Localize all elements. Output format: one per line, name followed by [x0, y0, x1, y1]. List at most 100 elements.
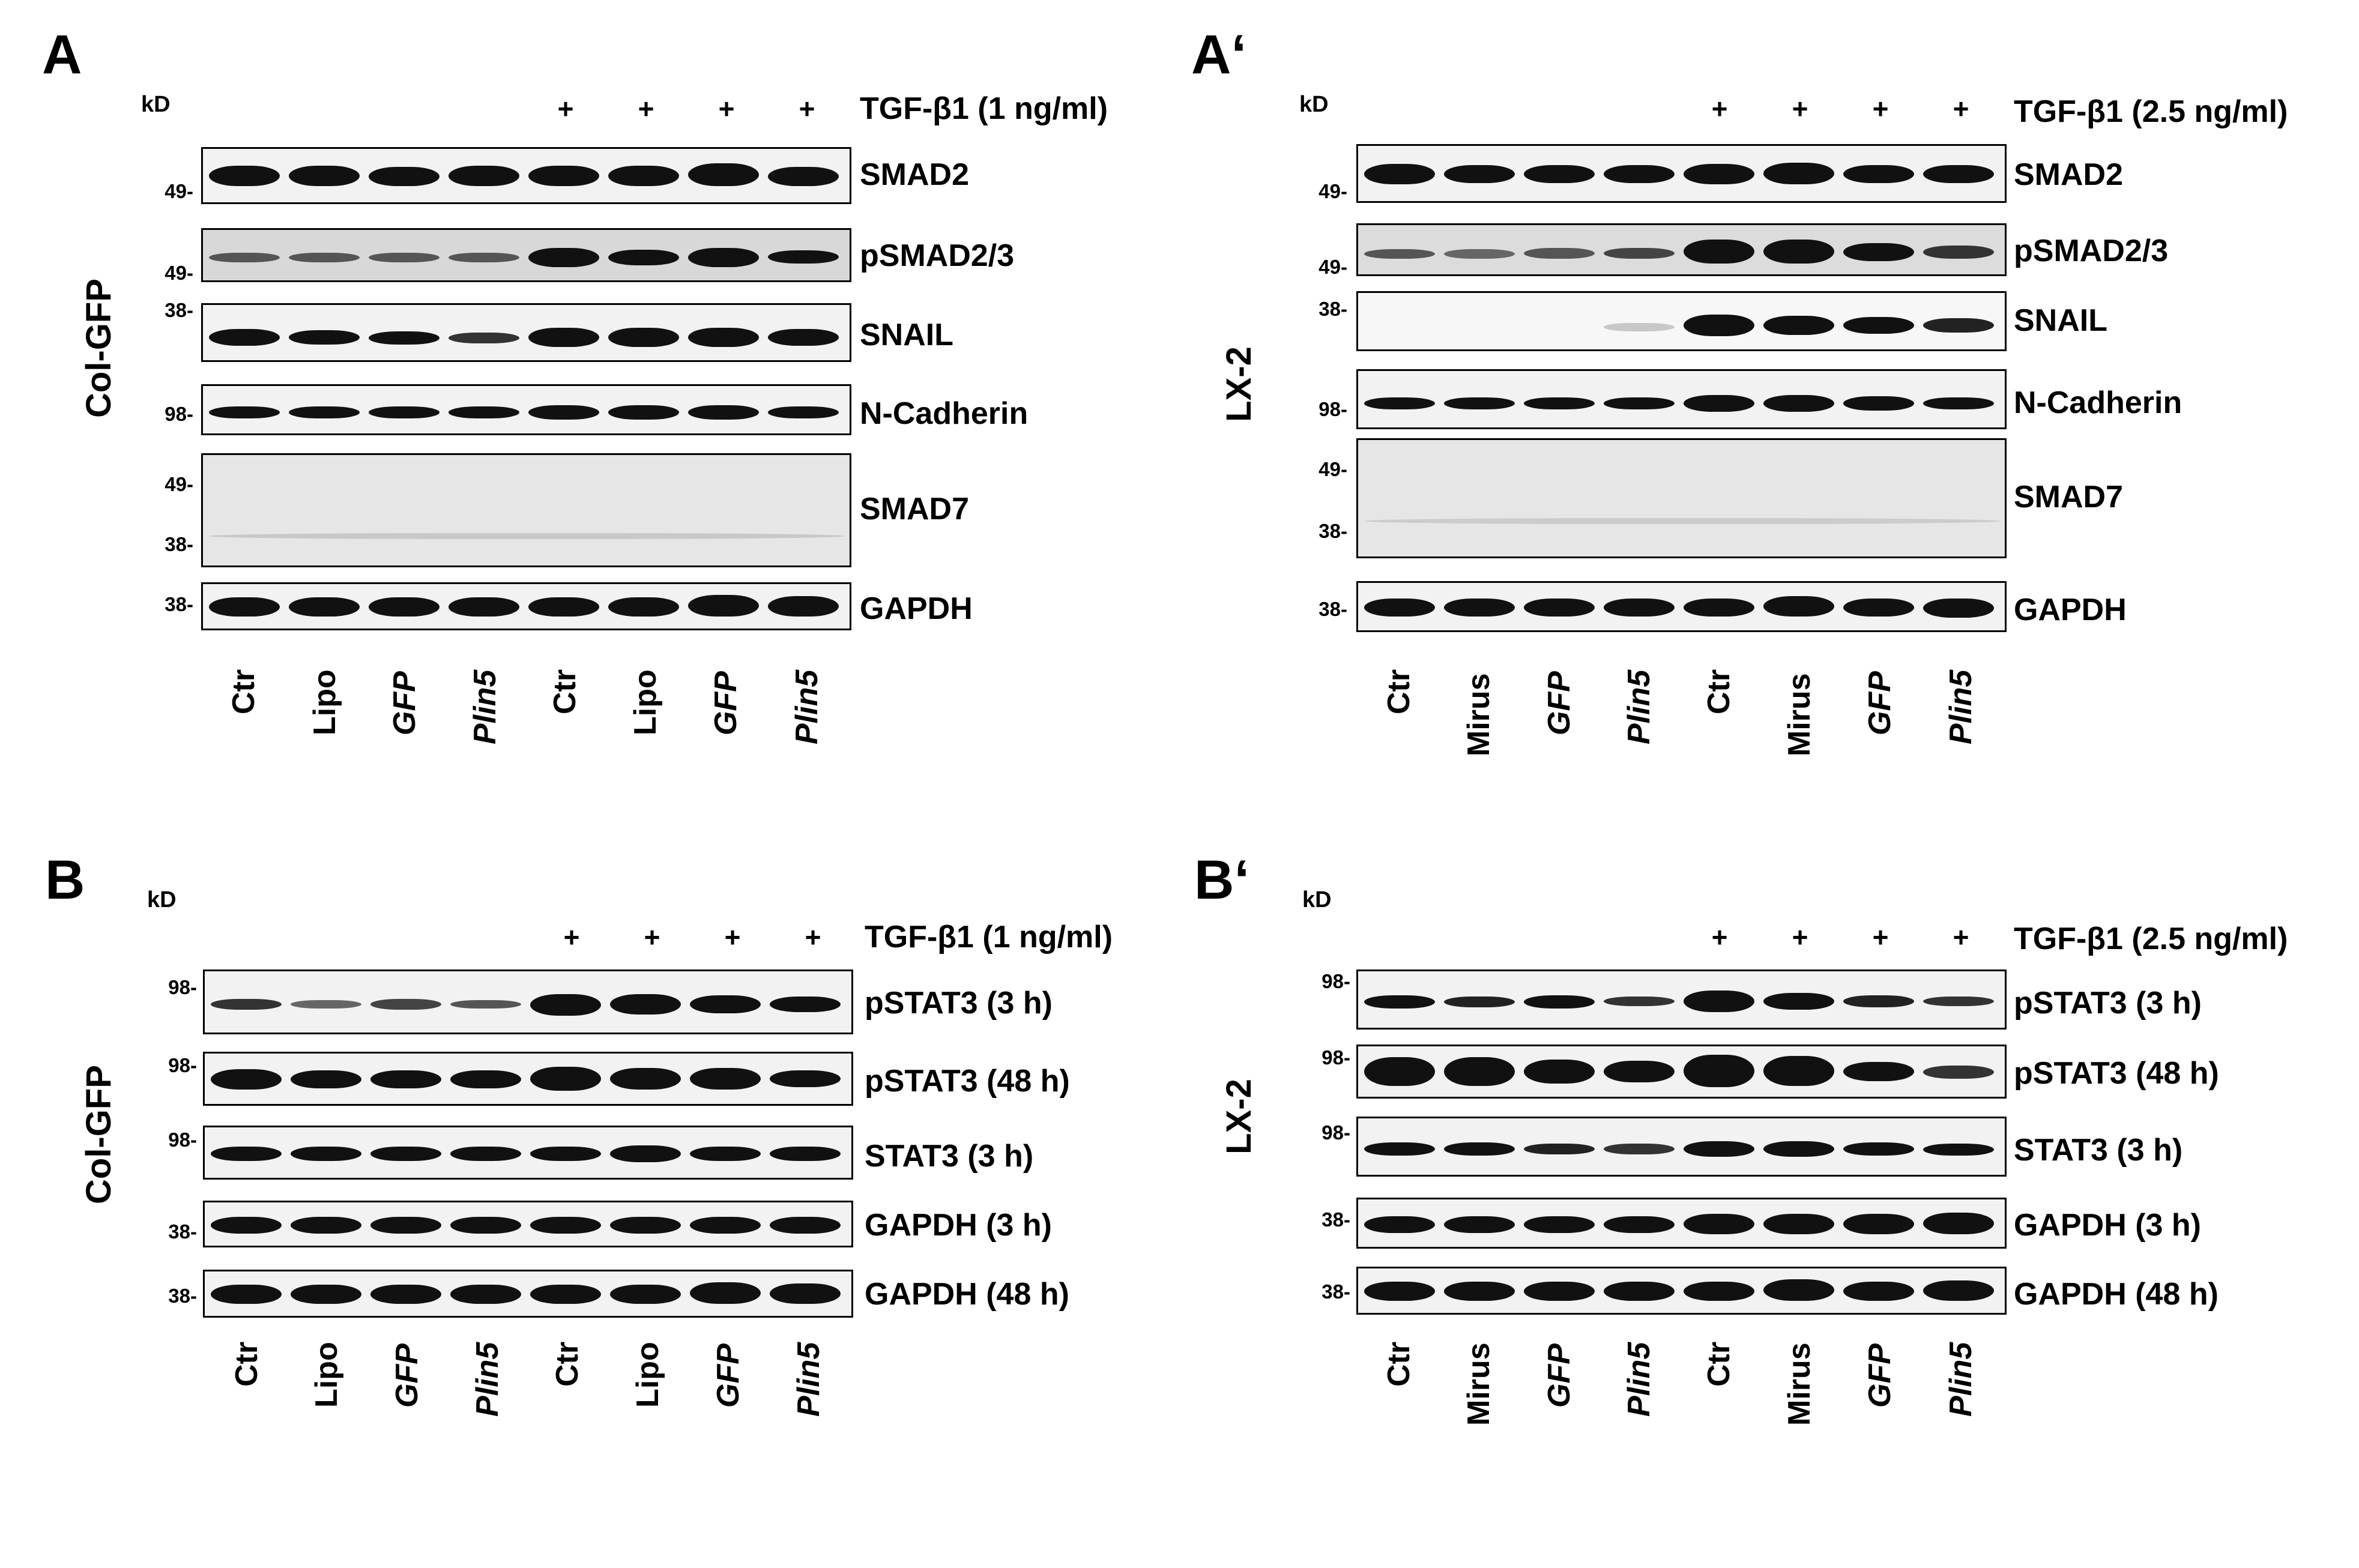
lane-label: Ctr [550, 1341, 585, 1387]
lane-label: GFP [1542, 671, 1577, 735]
treatment-label: TGF-β1 (2.5 ng/ml) [2014, 921, 2288, 956]
mw-marker: 98- [1318, 398, 1347, 420]
plus-sign: + [805, 921, 821, 953]
mw-marker: 98- [165, 403, 193, 425]
mw-marker: 49- [165, 262, 193, 284]
treatment-label: TGF-β1 (1 ng/ml) [865, 920, 1113, 954]
blot-stat3-3h [203, 1126, 853, 1180]
mw-marker: 38- [1318, 298, 1347, 320]
blot-label: SMAD7 [2014, 480, 2124, 514]
blot-gapdh-48h [203, 1270, 853, 1318]
plus-sign: + [718, 93, 735, 124]
lane-label: GFP [390, 1343, 424, 1408]
blot-label: STAT3 (3 h) [2014, 1133, 2183, 1168]
blot-gapdh [1356, 581, 2007, 632]
mw-marker: 38- [1318, 598, 1347, 620]
blot-label: pSTAT3 (48 h) [2014, 1056, 2219, 1091]
mw-marker: 38- [165, 299, 193, 321]
plus-sign: + [1792, 93, 1808, 124]
plus-sign: + [1711, 921, 1728, 953]
lane-label: Plin5 [791, 1342, 826, 1417]
mw-marker: 38- [168, 1285, 197, 1307]
plus-sign: + [1953, 921, 1969, 953]
blot-label: pSMAD2/3 [860, 238, 1015, 273]
kd-label: kD [1302, 887, 1332, 912]
treatment-label: TGF-β1 (1 ng/ml) [860, 91, 1108, 126]
panel-letter: A [42, 24, 82, 85]
mw-marker: 38- [165, 533, 193, 555]
plus-sign: + [1792, 921, 1808, 953]
lane-label: Ctr [1702, 669, 1736, 714]
blot-label: GAPDH (48 h) [2014, 1277, 2219, 1312]
blot-gapdh [201, 582, 851, 630]
lane-label: Plin5 [790, 669, 824, 744]
cell-line-label: Col-GFP [79, 279, 118, 418]
blot-label: GAPDH (48 h) [865, 1277, 1069, 1312]
blot-label: STAT3 (3 h) [865, 1139, 1034, 1174]
blot-label: N-Cadherin [2014, 385, 2182, 420]
blot-snail [1356, 291, 2007, 351]
lane-label: Plin5 [1622, 1342, 1657, 1417]
mw-marker: 38- [1321, 1280, 1350, 1303]
blot-label: pSTAT3 (3 h) [2014, 986, 2202, 1021]
blot-label: N-Cadherin [860, 396, 1028, 431]
treatment-label: TGF-β1 (2.5 ng/ml) [2014, 94, 2288, 129]
panel-b: B kD + + + + TGF-β1 (1 ng/ml) Col-GFP 98… [0, 834, 1179, 1568]
plus-sign: + [724, 921, 741, 953]
lane-label: Lipo [309, 1342, 344, 1408]
mw-marker: 98- [1321, 970, 1350, 992]
mw-marker: 98- [1321, 1046, 1350, 1069]
blot-pstat3-3h [1356, 969, 2007, 1030]
plus-sign: + [557, 93, 574, 124]
cell-line-label: LX-2 [1219, 346, 1258, 422]
mw-marker: 98- [168, 976, 197, 998]
mw-marker: 38- [168, 1220, 197, 1243]
blot-label: GAPDH [2014, 593, 2127, 627]
blot-n-cadherin [1356, 369, 2007, 429]
blot-label: pSTAT3 (48 h) [865, 1064, 1070, 1099]
blot-n-cadherin [201, 384, 851, 435]
blot-label: GAPDH [860, 591, 973, 626]
lane-label: Ctr [1702, 1341, 1736, 1387]
blot-smad7 [1356, 438, 2007, 558]
blot-gapdh-3h [1356, 1198, 2007, 1249]
panel-a-prime: A‘ kD + + + + TGF-β1 (2.5 ng/ml) LX-2 49… [1179, 0, 2358, 756]
plus-sign: + [1872, 93, 1889, 124]
blot-label: SNAIL [2014, 303, 2107, 338]
panel-letter: B [45, 849, 85, 911]
blot-psmad23 [1356, 223, 2007, 276]
lane-label: Mirus [1461, 673, 1496, 756]
mw-marker: 49- [1318, 458, 1347, 480]
blot-stat3-3h [1356, 1117, 2007, 1177]
blot-pstat3-3h [203, 969, 853, 1034]
kd-label: kD [147, 887, 177, 912]
mw-marker: 38- [1318, 520, 1347, 542]
blot-gapdh-3h [203, 1201, 853, 1247]
lane-label: Plin5 [1944, 1342, 1978, 1417]
mw-marker: 49- [1318, 180, 1347, 202]
lane-label: GFP [1542, 1343, 1577, 1408]
mw-marker: 98- [168, 1054, 197, 1076]
blot-smad7 [201, 453, 851, 567]
lane-label: Ctr [548, 669, 582, 714]
blot-label: SMAD7 [860, 492, 970, 526]
lane-label: GFP [711, 1343, 746, 1408]
plus-sign: + [644, 921, 660, 953]
cell-line-label: Col-GFP [79, 1065, 118, 1204]
blot-smad2 [1356, 144, 2007, 203]
plus-sign: + [638, 93, 654, 124]
lane-label: Plin5 [1944, 669, 1978, 744]
mw-marker: 98- [168, 1129, 197, 1151]
lane-label: GFP [708, 671, 743, 735]
blot-label: GAPDH (3 h) [865, 1208, 1052, 1243]
blot-snail [201, 303, 851, 362]
mw-marker: 49- [165, 473, 193, 495]
blot-psmad23 [201, 228, 851, 282]
blot-smad2 [201, 147, 851, 204]
blot-label: SMAD2 [860, 157, 970, 192]
lane-label: Plin5 [468, 669, 503, 744]
plus-sign: + [1711, 93, 1728, 124]
lane-label: Ctr [1382, 1341, 1416, 1387]
lane-label: Plin5 [470, 1342, 505, 1417]
kd-label: kD [1299, 92, 1329, 117]
